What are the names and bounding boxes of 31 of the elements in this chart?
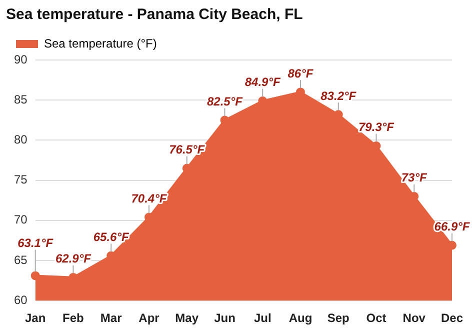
- data-label: 86°F: [288, 66, 314, 80]
- data-label: 84.9°F: [244, 75, 282, 90]
- x-tick-label: Feb: [62, 311, 84, 326]
- data-label: 63.1°F: [18, 236, 54, 250]
- x-tick-label: Sep: [327, 311, 350, 326]
- data-label: 73°F: [401, 170, 428, 185]
- x-tick-label: Nov: [402, 311, 426, 326]
- y-tick-label: 75: [14, 172, 28, 187]
- y-tick-label: 65: [14, 252, 28, 267]
- x-tick-label: Jan: [25, 311, 46, 326]
- y-tick-label: 60: [14, 292, 28, 307]
- x-tick-label: Jun: [214, 311, 236, 326]
- point: [30, 271, 40, 280]
- data-label: 65.6°F: [93, 230, 130, 244]
- data-label: 82.5°F: [206, 94, 244, 108]
- x-tick-label: Oct: [366, 311, 386, 326]
- data-label: 79.3°F: [358, 120, 395, 134]
- data-label: 62.9°F: [55, 252, 92, 266]
- x-tick-label: Apr: [138, 311, 160, 326]
- legend-label: Sea temperature (°F): [44, 36, 157, 50]
- x-tick-label: Jul: [254, 311, 272, 326]
- y-tick-label: 90: [14, 52, 28, 66]
- x-tick-label: Mar: [100, 311, 122, 326]
- x-tick-label: Dec: [440, 311, 464, 326]
- data-label: 83.2°F: [320, 88, 357, 103]
- y-tick-label: 80: [14, 132, 28, 147]
- chart-title: Sea temperature - Panama City Beach, FL: [6, 6, 303, 24]
- x-tick-label: May: [175, 311, 199, 326]
- y-tick-label: 85: [14, 92, 28, 106]
- x-tick-label: Aug: [288, 311, 312, 326]
- y-tick-label: 70: [14, 212, 28, 227]
